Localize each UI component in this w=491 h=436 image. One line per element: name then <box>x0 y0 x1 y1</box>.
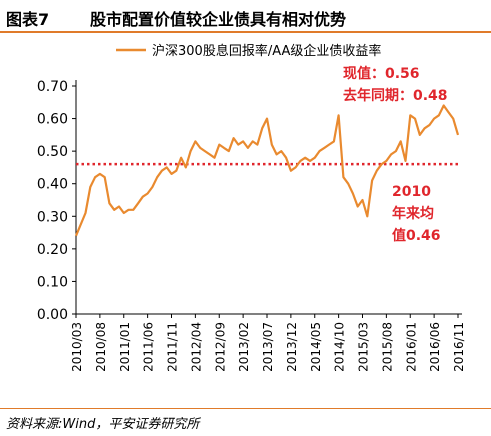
y-tick-label: 0.30 <box>37 209 68 225</box>
x-tick-label: 2016/06 <box>428 322 442 372</box>
x-tick-label: 2010/03 <box>70 322 84 372</box>
x-tick-label: 2011/06 <box>142 322 156 372</box>
mean-annotation-line3: 值0.46 <box>392 227 441 244</box>
x-tick-label: 2013/07 <box>261 322 275 372</box>
x-tick-label: 2012/04 <box>189 322 203 372</box>
y-tick-label: 0.20 <box>37 242 68 258</box>
figure-label: 图表7 <box>6 10 50 29</box>
y-tick-label: 0.00 <box>37 307 68 323</box>
x-tick-label: 2015/08 <box>380 322 394 372</box>
x-tick-label: 2011/11 <box>166 322 180 372</box>
mean-annotation-line2: 年来均 <box>392 205 434 222</box>
y-tick-label: 0.60 <box>37 112 68 128</box>
line-chart: 0.00 0.10 0.20 0.30 0.40 0.50 0.60 0.70 2010/03 2… <box>37 43 466 372</box>
x-tick-label: 2010/08 <box>94 322 108 372</box>
figure-title: 股市配置价值较企业债具有相对优势 <box>90 10 347 29</box>
x-tick-label: 2014/05 <box>309 322 323 372</box>
y-tick-label: 0.50 <box>37 144 68 160</box>
footer-rule <box>0 408 491 409</box>
header-rule <box>0 31 491 33</box>
figure-header: 图表7 股市配置价值较企业债具有相对优势 <box>0 0 491 32</box>
last-year-annotation: 去年同期：0.48 <box>343 87 448 104</box>
mean-annotation-line1: 2010 <box>392 184 431 200</box>
series-line <box>74 104 460 237</box>
y-tick-label: 0.10 <box>37 274 68 290</box>
y-tick-label: 0.70 <box>37 79 68 95</box>
legend-label: 沪深300股息回报率/AA级企业债收益率 <box>152 43 381 59</box>
source-note: 资料来源:Wind，平安证券研究所 <box>6 417 200 432</box>
y-tick-label: 0.40 <box>37 177 68 193</box>
x-tick-label: 2013/02 <box>237 322 251 372</box>
x-tick-label: 2014/10 <box>333 322 347 372</box>
x-tick-label: 2011/01 <box>118 322 132 372</box>
x-tick-label: 2016/01 <box>404 322 418 372</box>
x-tick-label: 2012/09 <box>213 322 227 372</box>
x-tick-label: 2015/03 <box>357 322 371 372</box>
x-tick-label: 2016/11 <box>452 322 466 372</box>
x-tick-label: 2013/12 <box>285 322 299 372</box>
current-value-annotation: 现值：0.56 <box>343 65 420 82</box>
